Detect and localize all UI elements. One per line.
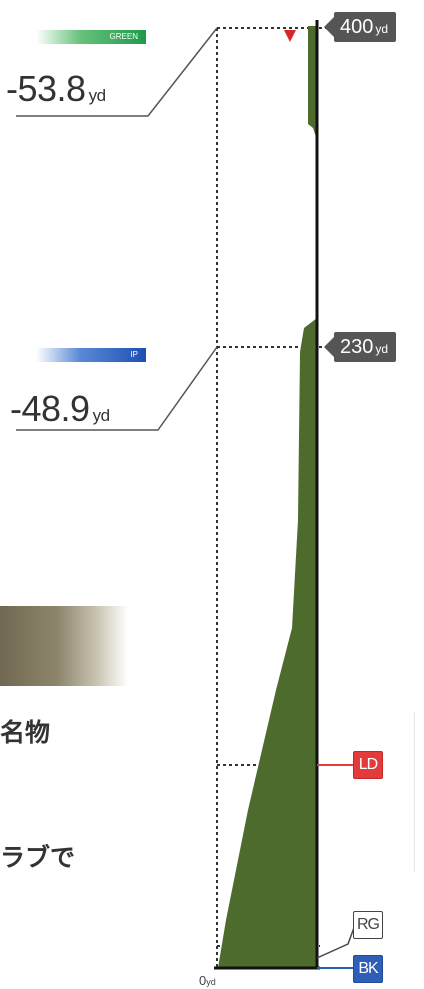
yardage-tag-230-value: 230	[340, 336, 374, 358]
ip-leader-line	[16, 346, 218, 431]
right-edge-line	[414, 712, 415, 872]
pin-marker-icon	[284, 30, 296, 42]
green-area	[308, 26, 317, 140]
zero-unit: yd	[206, 977, 216, 987]
ip-distance: -48.9 yd	[10, 388, 110, 430]
ip-distance-unit: yd	[92, 406, 110, 425]
fairway-area	[218, 318, 317, 968]
green-leader-line	[16, 27, 218, 117]
text-fragment-1: 名物	[0, 719, 51, 747]
yardage-tag-230-unit: yd	[375, 342, 389, 356]
text-fragment-2: ラブで	[0, 844, 76, 872]
green-distance: -53.8 yd	[6, 68, 106, 110]
green-badge: GREEN	[36, 30, 146, 44]
zero-value: 0	[199, 973, 207, 988]
yardage-tag-400: 400 yd	[323, 12, 397, 42]
rg-connector	[316, 924, 356, 959]
yardage-tag-400-unit: yd	[375, 22, 389, 36]
rg-marker: RG	[353, 911, 383, 939]
ld-marker: LD	[353, 751, 383, 779]
ip-distance-value: -48.9	[10, 388, 90, 429]
section-header-bar	[0, 606, 128, 686]
zero-yardage-label: 0yd	[199, 973, 216, 988]
bk-marker: BK	[353, 955, 383, 983]
ip-badge: IP	[36, 348, 146, 362]
green-distance-unit: yd	[88, 86, 106, 105]
green-distance-value: -53.8	[6, 68, 86, 109]
yardage-tag-230: 230 yd	[323, 332, 397, 362]
yardage-tag-400-value: 400	[340, 16, 374, 38]
